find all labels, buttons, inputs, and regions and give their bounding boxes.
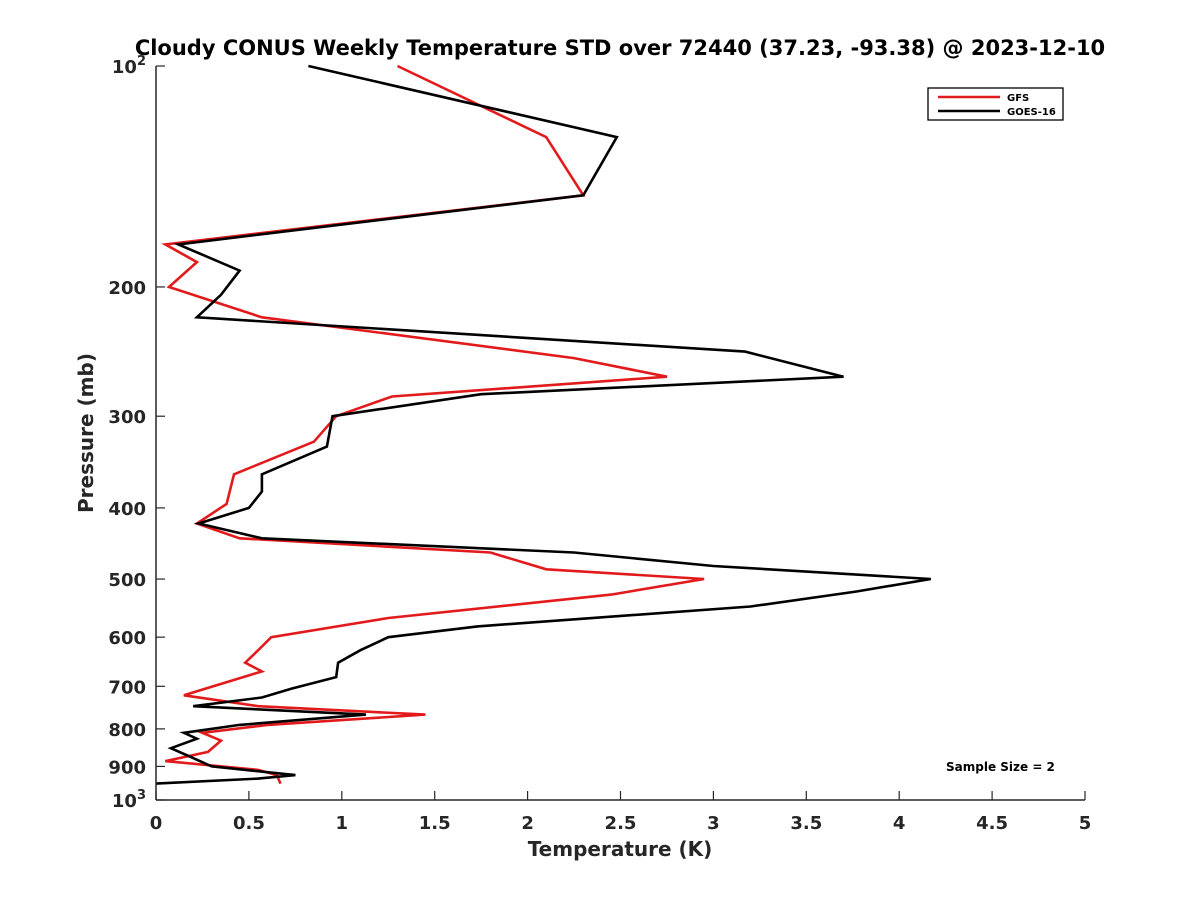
legend-box [927,87,1064,121]
x-tick-label: 3.5 [790,813,822,834]
y-tick-label: 300 [108,407,146,428]
series-line-gfs [161,64,705,785]
y-tick-label: 102 [112,54,146,78]
x-tick-label: 1.5 [419,813,451,834]
x-tick-label: 2.5 [605,813,637,834]
legend-label-gfs: GFS [1007,93,1029,104]
x-tick-label: 0.5 [233,813,265,834]
x-axis-label: Temperature (K) [528,837,713,861]
legend-label-goes16: GOES-16 [1007,107,1056,118]
axes [155,66,1085,801]
y-ticks: 102 200 300 400 500 600 700 800 900 103 [108,54,165,812]
legend: GFS GOES-16 [927,87,1064,121]
x-tick-label: 1 [336,813,349,834]
series-layer [155,64,932,785]
y-tick-label: 400 [108,499,146,520]
y-tick-label: 800 [108,720,146,741]
y-tick-label: 900 [108,757,146,778]
x-tick-label: 3 [707,813,720,834]
x-tick-label: 4.5 [976,813,1008,834]
x-tick-label: 5 [1079,813,1092,834]
x-tick-label: 2 [521,813,534,834]
y-axis-label: Pressure (mb) [74,353,98,513]
y-tick-label: 700 [108,677,146,698]
y-tick-label: 600 [108,628,146,649]
y-tick-label: 200 [108,278,146,299]
x-ticks: 0 0.5 1 1.5 2 2.5 3 3.5 4 4.5 5 [150,791,1092,834]
x-tick-label: 0 [150,813,163,834]
series-line-goes16 [155,64,932,785]
sample-size-annotation: Sample Size = 2 [946,760,1055,774]
chart-title: Cloudy CONUS Weekly Temperature STD over… [135,36,1105,60]
x-tick-label: 4 [893,813,906,834]
y-tick-label: 500 [108,570,146,591]
y-tick-label: 103 [112,788,146,812]
